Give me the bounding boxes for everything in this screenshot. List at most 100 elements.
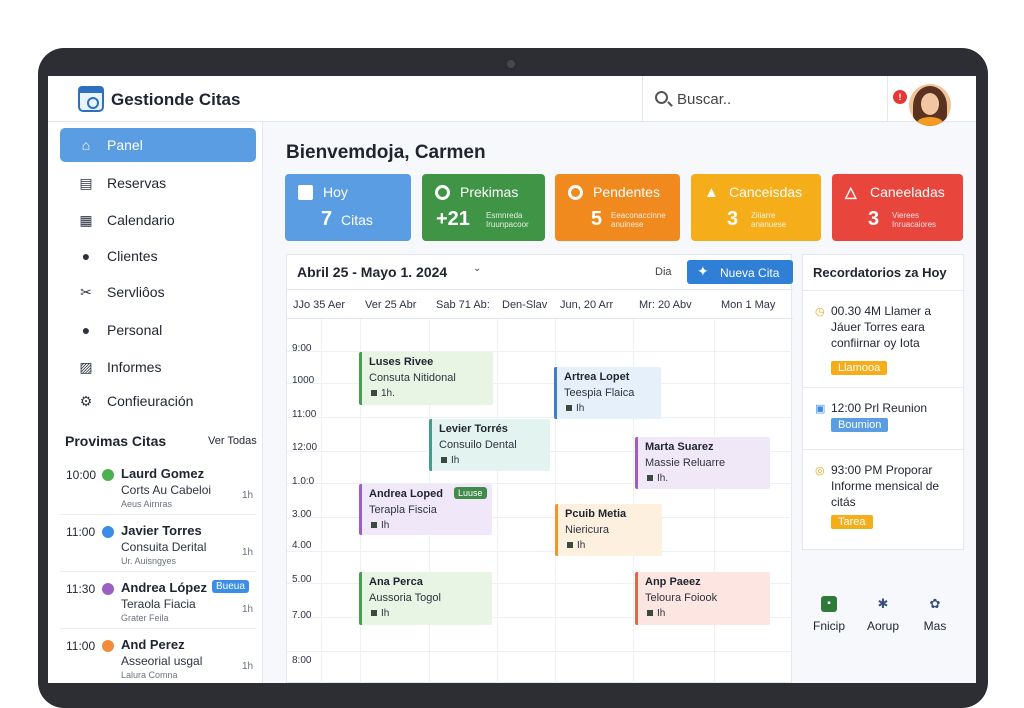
- stat-label: Prekimas: [460, 184, 519, 200]
- appointment-duration: 1h: [242, 604, 254, 615]
- quick-action-mas[interactable]: ✿ Mas: [907, 596, 963, 633]
- event-service: Teloura Foiook: [645, 592, 718, 604]
- sidebar-item-panel[interactable]: ⌂ Panel: [60, 128, 256, 162]
- hour-label: 4.00: [292, 540, 312, 551]
- sidebar-item-label: Calendario: [107, 212, 175, 228]
- stat-suffix: Citas: [341, 212, 373, 228]
- task-icon: ◎: [815, 465, 825, 477]
- calendar-event[interactable]: Artrea Lopet Teespia Flaica Ih: [554, 367, 661, 419]
- event-title: Artrea Lopet: [564, 371, 630, 383]
- person-icon: ●: [81, 322, 91, 338]
- event-service: Consuta Nitidonal: [369, 372, 456, 384]
- stat-card-canceladas-2[interactable]: △ Caneeladas 3 Vierees Inruacaiores: [832, 174, 963, 241]
- appointment-service: Corts Au Cabeloi: [121, 483, 212, 497]
- sidebar-item-calendario[interactable]: ▦ Calendario: [60, 203, 256, 237]
- list-item[interactable]: 11:00 And Perez Asseorial usgal Lalura C…: [60, 629, 256, 683]
- sidebar-item-label: Personal: [107, 322, 163, 338]
- sidebar-item-label: Reservas: [107, 175, 167, 191]
- stat-detail: Eeaconaccinne anuinese: [611, 211, 666, 229]
- stat-value: 7: [321, 208, 333, 230]
- sidebar-item-personal[interactable]: ● Personal: [60, 313, 256, 347]
- hour-label: 8:00: [292, 655, 312, 666]
- view-all-link[interactable]: Ver Todas: [208, 435, 257, 447]
- sidebar-item-servicios[interactable]: ✂ Servliôos: [60, 275, 256, 309]
- stat-card-pendientes[interactable]: Pendentes 5 Eeaconaccinne anuinese: [555, 174, 680, 241]
- day-header: Sab 71 Ab:: [436, 299, 490, 311]
- scissors-icon: ✂: [80, 284, 92, 300]
- stat-card-canceladas-1[interactable]: ▲ Canceisdas 3 Ziiiarre ananuese: [691, 174, 821, 241]
- view-day-toggle[interactable]: Dia: [655, 266, 672, 278]
- calendar-event[interactable]: Ana Perca Aussoria Togol Ih: [359, 572, 492, 625]
- day-header: Ver 25 Abr: [365, 299, 417, 311]
- app-screen: Gestionde Citas ! ⌂ Panel ▤ Reservas ▦ C…: [48, 76, 976, 683]
- sidebar-item-reservas[interactable]: ▤ Reservas: [60, 166, 256, 200]
- appointment-staff: Ur. Auisngyes: [121, 556, 177, 566]
- status-dot: [102, 640, 114, 652]
- event-title: Pcuib Metia: [565, 508, 627, 520]
- notification-badge[interactable]: !: [893, 90, 907, 104]
- hour-label: 1.0:0: [292, 476, 315, 487]
- event-service: Massie Reluarre: [645, 457, 726, 469]
- webcam: [507, 60, 515, 68]
- hour-label: 1000: [292, 375, 315, 386]
- warning-icon: ▲: [704, 184, 719, 201]
- list-item[interactable]: 10:00 Laurd Gomez Corts Au Cabeloi Aeus …: [60, 458, 256, 515]
- reminder-item[interactable]: ▣ 12:00 Prl Reunion Boumion: [803, 387, 965, 449]
- quick-action-label: Mas: [923, 619, 947, 633]
- event-service: Niericura: [565, 524, 610, 536]
- reminder-item[interactable]: ◎ 93:00 PM Proporar Informe mensical de …: [803, 449, 965, 549]
- hour-label: 3.00: [292, 509, 312, 520]
- gear-icon: ⚙: [79, 393, 93, 409]
- quick-action-grupo[interactable]: ✱ Aorup: [855, 596, 911, 633]
- quick-action-inicio[interactable]: ▪ Fnicip: [801, 596, 857, 633]
- status-badge: Bueua: [212, 580, 249, 593]
- sidebar-item-configuracion[interactable]: ⚙ Confieuración: [60, 384, 256, 418]
- calendar-event[interactable]: Anp Paeez Teloura Foiook Ih: [635, 572, 770, 625]
- event-badge: Luuse: [454, 487, 487, 499]
- appointment-staff: Aeus Airnras: [121, 499, 173, 509]
- user-icon: ●: [81, 248, 91, 264]
- search-input[interactable]: [677, 88, 867, 110]
- calendar-header: JJo 35 Aer Ver 25 Abr Sab 71 Ab: Den-Sla…: [287, 289, 793, 319]
- reminder-text: 00.30 4M Llamer a Jáuer Torres eara conf…: [831, 304, 932, 350]
- appointment-time: 11:00: [66, 639, 96, 653]
- day-header: Den-Slav: [502, 299, 548, 311]
- stat-card-proximas[interactable]: Prekimas +21 Esmnreda Iruunpacoor: [422, 174, 545, 241]
- reminder-badge: Llamooa: [831, 361, 888, 375]
- stat-value: 3: [868, 208, 880, 230]
- appointment-name: Andrea López: [121, 580, 207, 595]
- sidebar-item-label: Confieuración: [107, 393, 194, 409]
- sidebar-item-informes[interactable]: ▨ Informes: [60, 350, 256, 384]
- appointment-duration: 1h: [242, 490, 254, 501]
- clock-icon: ◷: [815, 306, 825, 318]
- circle-icon: [568, 185, 583, 200]
- calendar-event[interactable]: Luses Rivee Consuta Nitidonal 1h.: [359, 352, 493, 405]
- calendar-event[interactable]: Levier Torrés Consuilo Dental Ih: [429, 419, 550, 471]
- user-avatar[interactable]: [909, 84, 951, 126]
- new-appointment-button[interactable]: ✦ Nueva Cita: [687, 260, 793, 284]
- stat-value: +21: [436, 208, 470, 230]
- page-title: Bienvemdoja, Carmen: [286, 142, 486, 163]
- hour-label: 7.00: [292, 610, 312, 621]
- stat-card-hoy[interactable]: Hoy 7 Citas: [285, 174, 411, 241]
- search-box[interactable]: [642, 76, 888, 122]
- reminder-item[interactable]: ◷ 00.30 4M Llamer a Jáuer Torres eara co…: [803, 290, 965, 387]
- bookings-icon: ▤: [79, 175, 93, 191]
- sidebar-item-clientes[interactable]: ● Clientes: [60, 239, 256, 273]
- list-item[interactable]: 11:30 Andrea López Bueua Teraola Fiacia …: [60, 572, 256, 629]
- quick-action-label: Aorup: [866, 619, 900, 633]
- hour-label: 11:00: [292, 409, 317, 420]
- appointment-service: Asseorial usgal: [121, 654, 203, 668]
- event-service: Terapla Fiscia: [369, 504, 437, 516]
- calendar-event[interactable]: Pcuib Metia Niericura Ih: [555, 504, 662, 556]
- event-duration: Ih: [441, 455, 459, 466]
- event-duration: Ih: [371, 608, 389, 619]
- list-item[interactable]: 11:00 Javier Torres Consuita Derital Ur.…: [60, 515, 256, 572]
- calendar-event[interactable]: Marta Suarez Massie Reluarre Ih.: [635, 437, 770, 489]
- more-icon: ✿: [929, 596, 941, 611]
- chevron-down-icon[interactable]: ⌄: [473, 263, 482, 274]
- calendar-event[interactable]: Andrea Loped Luuse Terapla Fiscia Ih: [359, 484, 492, 535]
- status-dot: [102, 583, 114, 595]
- upcoming-title: Provimas Citas: [65, 433, 167, 449]
- chart-icon: ▨: [79, 359, 93, 375]
